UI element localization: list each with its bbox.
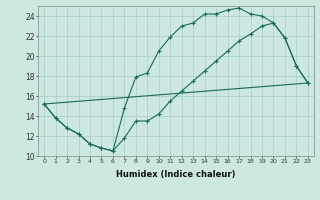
X-axis label: Humidex (Indice chaleur): Humidex (Indice chaleur) <box>116 170 236 179</box>
